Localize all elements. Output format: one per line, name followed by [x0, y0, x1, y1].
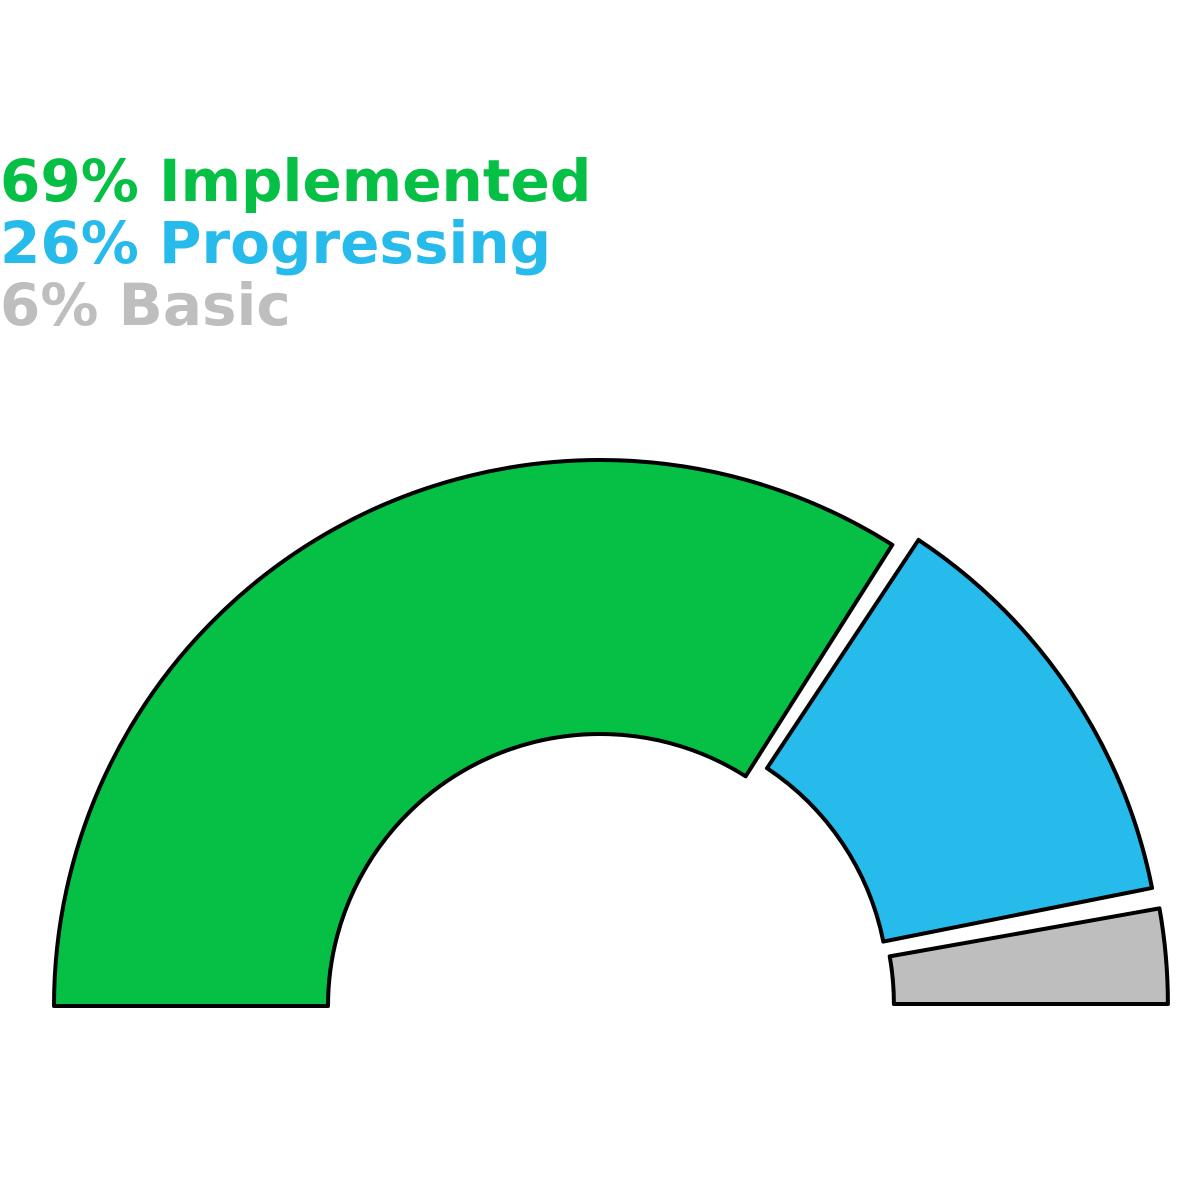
- gauge-segment-implemented: [52, 458, 895, 1008]
- legend-implemented: 69% Implemented: [0, 147, 592, 215]
- legend-basic: 6% Basic: [0, 271, 291, 339]
- gauge-segment-basic: [887, 906, 1170, 1007]
- gauge-segment-progressing: [765, 537, 1155, 944]
- legend-progressing: 26% Progressing: [0, 209, 552, 277]
- chart-legend: 69% Implemented 26% Progressing 6% Basic: [0, 150, 591, 336]
